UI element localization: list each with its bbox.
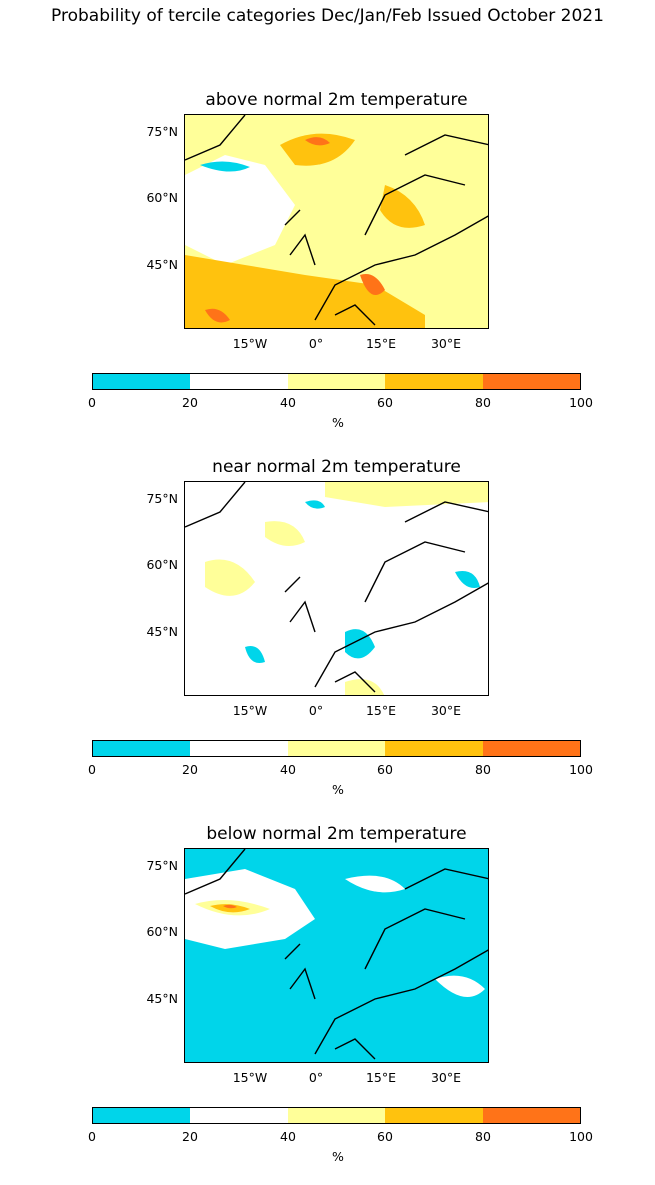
map-below-normal bbox=[184, 848, 489, 1063]
lon-label: 30°E bbox=[430, 1070, 462, 1085]
colorbar-segment bbox=[93, 374, 191, 389]
colorbar-segment bbox=[385, 1108, 483, 1123]
colorbar-segment bbox=[287, 374, 386, 389]
lon-label: 0° bbox=[308, 1070, 324, 1085]
prob-40-60-area bbox=[205, 559, 255, 596]
colorbar-tick: 100 bbox=[569, 762, 593, 777]
lat-label: 75°N bbox=[146, 491, 178, 506]
lat-label: 75°N bbox=[146, 858, 178, 873]
lon-label: 15°W bbox=[232, 703, 268, 718]
colorbar-tick: 0 bbox=[88, 395, 96, 410]
colorbar bbox=[92, 1107, 581, 1124]
colorbar-tick: 0 bbox=[88, 1129, 96, 1144]
colorbar-segment bbox=[93, 741, 191, 756]
colorbar-segment bbox=[190, 374, 288, 389]
colorbar-tick: 0 bbox=[88, 762, 96, 777]
prob-40-60-area bbox=[325, 482, 488, 507]
colorbar-segment bbox=[190, 1108, 288, 1123]
colorbar-segment bbox=[93, 1108, 191, 1123]
colorbar-tick: 20 bbox=[182, 395, 198, 410]
colorbar-tick: 20 bbox=[182, 762, 198, 777]
lon-label: 15°E bbox=[365, 336, 397, 351]
lon-label: 0° bbox=[308, 703, 324, 718]
colorbar-tick: 40 bbox=[280, 762, 296, 777]
colorbar-tick: 60 bbox=[377, 395, 393, 410]
colorbar-segment bbox=[482, 741, 581, 756]
lon-label: 30°E bbox=[430, 336, 462, 351]
figure-title: Probability of tercile categories Dec/Ja… bbox=[51, 6, 604, 26]
prob-0-20-area bbox=[245, 646, 265, 663]
colorbar-segment bbox=[287, 1108, 386, 1123]
colorbar-segment bbox=[287, 741, 386, 756]
prob-60-80-area bbox=[380, 185, 425, 228]
prob-0-20-area bbox=[200, 161, 250, 172]
panel-title: near normal 2m temperature bbox=[212, 457, 461, 477]
lon-label: 15°W bbox=[232, 336, 268, 351]
colorbar-tick: 80 bbox=[475, 762, 491, 777]
panel-below-normal: below normal 2m temperature 75°N 60°N 45… bbox=[0, 818, 655, 1185]
lon-label: 0° bbox=[308, 336, 324, 351]
prob-20-40-area bbox=[345, 875, 405, 893]
lat-label: 45°N bbox=[146, 257, 178, 272]
prob-40-60-area bbox=[265, 521, 305, 546]
colorbar-tick: 20 bbox=[182, 1129, 198, 1144]
colorbar-tick: 40 bbox=[280, 395, 296, 410]
panel-near-normal: near normal 2m temperature 75°N 60°N 45°… bbox=[0, 451, 655, 818]
map-above-normal bbox=[184, 114, 489, 329]
colorbar-tick: 80 bbox=[475, 395, 491, 410]
prob-0-20-area bbox=[455, 571, 480, 588]
colorbar bbox=[92, 740, 581, 757]
prob-20-40-area bbox=[435, 975, 485, 997]
lon-label: 15°E bbox=[365, 1070, 397, 1085]
coastline-lines bbox=[185, 115, 488, 326]
lat-label: 60°N bbox=[146, 924, 178, 939]
prob-60-80-area bbox=[185, 255, 425, 328]
lon-label: 30°E bbox=[430, 703, 462, 718]
prob-80-100-area bbox=[205, 308, 230, 323]
colorbar-segment bbox=[482, 1108, 581, 1123]
colorbar-tick: 100 bbox=[569, 1129, 593, 1144]
colorbar-tick: 40 bbox=[280, 1129, 296, 1144]
panel-title: above normal 2m temperature bbox=[205, 90, 468, 110]
colorbar bbox=[92, 373, 581, 390]
panel-above-normal: above normal 2m temperature 75°N 60°N 45… bbox=[0, 84, 655, 451]
prob-80-100-area bbox=[360, 274, 385, 295]
coastline-lines bbox=[185, 849, 488, 1060]
prob-0-20-area bbox=[305, 500, 325, 509]
colorbar-unit: % bbox=[332, 415, 344, 430]
panel-title: below normal 2m temperature bbox=[206, 824, 467, 844]
prob-80-100-area bbox=[305, 137, 330, 146]
colorbar-tick: 60 bbox=[377, 762, 393, 777]
colorbar-tick: 80 bbox=[475, 1129, 491, 1144]
prob-80-100-area bbox=[223, 904, 237, 909]
colorbar-unit: % bbox=[332, 1149, 344, 1164]
colorbar-segment bbox=[385, 374, 483, 389]
lat-label: 60°N bbox=[146, 190, 178, 205]
lon-label: 15°W bbox=[232, 1070, 268, 1085]
colorbar-segment bbox=[482, 374, 581, 389]
lat-label: 60°N bbox=[146, 557, 178, 572]
colorbar-segment bbox=[190, 741, 288, 756]
colorbar-tick: 60 bbox=[377, 1129, 393, 1144]
lat-label: 45°N bbox=[146, 624, 178, 639]
map-near-normal bbox=[184, 481, 489, 696]
lat-label: 75°N bbox=[146, 124, 178, 139]
colorbar-tick: 100 bbox=[569, 395, 593, 410]
lat-label: 45°N bbox=[146, 991, 178, 1006]
lon-label: 15°E bbox=[365, 703, 397, 718]
coastline-lines bbox=[185, 482, 488, 693]
colorbar-unit: % bbox=[332, 782, 344, 797]
prob-20-40-area bbox=[185, 155, 295, 265]
colorbar-segment bbox=[385, 741, 483, 756]
prob-60-80-area bbox=[280, 133, 355, 166]
